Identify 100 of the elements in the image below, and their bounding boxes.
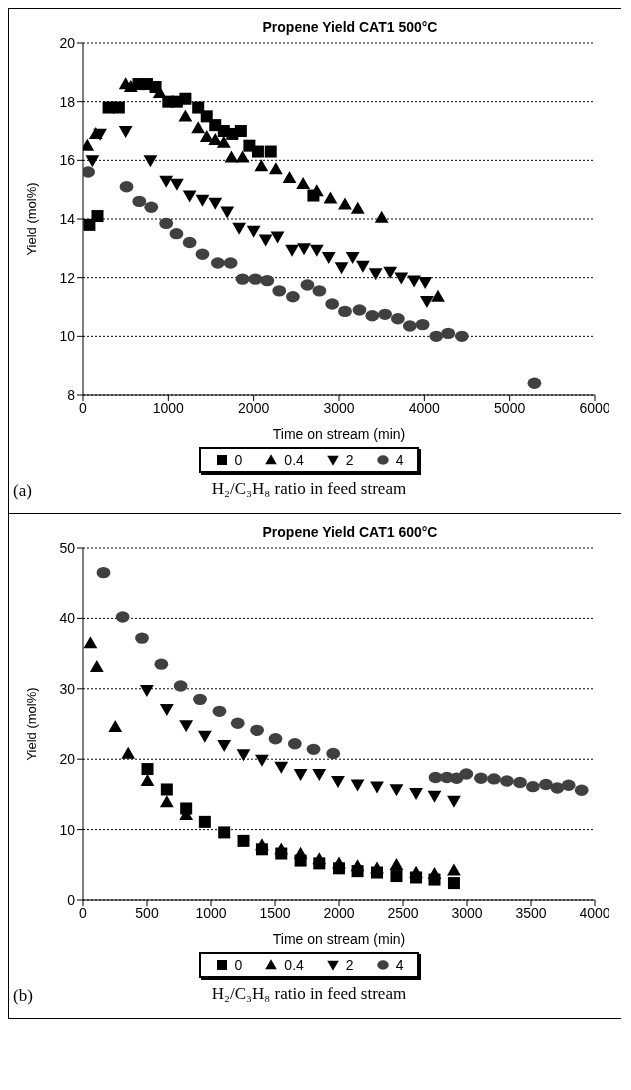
point: [286, 291, 300, 303]
point: [220, 206, 235, 219]
point: [93, 128, 107, 141]
point: [285, 244, 299, 257]
point: [91, 210, 104, 223]
x-tick-label: 2000: [323, 904, 355, 921]
point: [112, 101, 125, 114]
point: [447, 877, 460, 890]
point: [141, 763, 154, 776]
point: [159, 175, 174, 188]
x-axis-title: Time on stream (min): [272, 426, 406, 442]
point: [274, 842, 289, 855]
point: [264, 145, 277, 158]
point: [159, 795, 174, 808]
point: [441, 327, 456, 340]
point: [325, 298, 340, 310]
point: [179, 720, 194, 733]
point: [350, 859, 365, 872]
point: [383, 266, 398, 279]
point: [144, 201, 159, 213]
point: [402, 320, 417, 332]
point: [293, 768, 308, 781]
point: [365, 310, 380, 322]
point: [390, 313, 405, 325]
point: [338, 305, 352, 318]
point: [526, 780, 540, 793]
point: [274, 761, 289, 774]
point: [200, 110, 213, 123]
y-tick-label: 20: [59, 34, 76, 51]
point: [258, 234, 273, 247]
x-tick-label: 2500: [387, 904, 419, 921]
point: [268, 733, 283, 745]
point: [297, 243, 311, 256]
point: [246, 225, 261, 238]
point: [352, 304, 367, 316]
chart-title: Propene Yield CAT1 500°C: [261, 19, 439, 35]
point: [513, 776, 527, 789]
y-axis-title: Yield (mol%): [23, 687, 39, 761]
point: [237, 834, 250, 847]
point: [312, 852, 327, 865]
point: [182, 190, 197, 203]
point: [121, 746, 136, 759]
point: [527, 377, 542, 389]
point: [118, 125, 133, 138]
point: [178, 109, 193, 122]
point: [427, 867, 442, 880]
point: [415, 318, 430, 331]
point: [159, 217, 174, 230]
x-tick-label: 500: [135, 904, 159, 921]
legend-label: 2: [345, 452, 354, 468]
point: [350, 201, 365, 214]
point: [83, 636, 98, 649]
point: [260, 274, 275, 287]
point: [326, 747, 341, 760]
y-tick-label: 0: [67, 891, 76, 908]
point: [193, 693, 207, 706]
point: [83, 218, 96, 231]
y-tick-label: 8: [67, 386, 76, 403]
point: [250, 724, 264, 737]
point: [338, 197, 352, 210]
point: [195, 194, 210, 207]
y-tick-label: 10: [59, 821, 76, 838]
point: [389, 857, 404, 870]
point: [191, 121, 206, 134]
point: [539, 778, 553, 791]
point: [293, 846, 308, 859]
legend-label: 4: [395, 452, 404, 468]
legend-title: H₂/C₃H₈ ratio in feed stream: [211, 479, 407, 499]
x-tick-label: 3000: [451, 904, 483, 921]
point: [332, 856, 346, 869]
point: [418, 276, 433, 289]
point: [287, 738, 302, 750]
point: [232, 222, 247, 235]
point: [296, 176, 311, 189]
point: [198, 815, 211, 828]
point: [345, 252, 360, 265]
point: [409, 865, 423, 878]
point: [223, 257, 238, 269]
point: [123, 80, 138, 93]
point: [255, 754, 269, 767]
point: [169, 178, 184, 191]
point: [459, 768, 474, 780]
point: [182, 236, 197, 249]
point: [108, 719, 123, 732]
point: [83, 166, 96, 178]
point: [143, 155, 158, 168]
legend-label: 2: [345, 957, 354, 973]
point: [96, 566, 111, 579]
point: [321, 252, 336, 265]
point: [407, 275, 421, 288]
point: [282, 171, 297, 184]
point: [561, 779, 576, 791]
legend-title: H₂/C₃H₈ ratio in feed stream: [211, 984, 407, 1004]
y-tick-label: 50: [59, 539, 76, 556]
x-tick-label: 3000: [323, 399, 355, 416]
x-tick-label: 2000: [238, 399, 270, 416]
point: [224, 150, 239, 163]
x-tick-label: 5000: [494, 399, 526, 416]
y-tick-label: 20: [59, 751, 76, 768]
point: [230, 717, 245, 729]
